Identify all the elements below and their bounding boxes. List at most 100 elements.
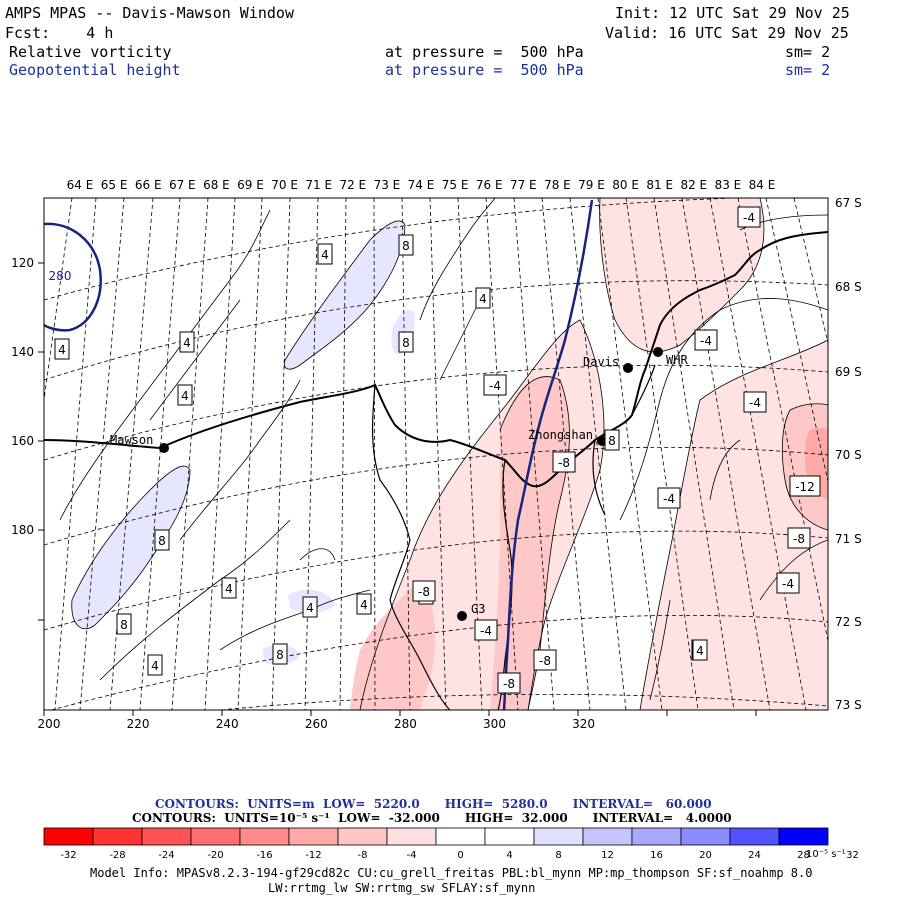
colorbar-label: 0 xyxy=(457,850,463,861)
station-mawson-marker xyxy=(159,443,169,453)
colorbar-label: 16 xyxy=(650,850,663,861)
lon-label: 80 E xyxy=(612,178,639,192)
lon-label: 82 E xyxy=(680,178,707,192)
svg-text:-8: -8 xyxy=(539,654,551,668)
svg-text:4: 4 xyxy=(58,343,66,357)
contour-label: 8 xyxy=(154,529,170,551)
colorbar-segment xyxy=(239,827,290,846)
lon-label: 67 E xyxy=(169,178,196,192)
shade-neg-east xyxy=(640,340,828,710)
contour-label: 8 xyxy=(398,234,414,256)
contour-label: -8 xyxy=(787,527,811,549)
svg-text:4: 4 xyxy=(181,389,189,403)
init-time: Init: 12 UTC Sat 29 Nov 25 xyxy=(615,4,850,22)
colorbar-segment xyxy=(435,827,486,846)
colorbar-segment xyxy=(43,827,94,846)
forecast-hour: Fcst: 4 h xyxy=(5,24,114,42)
x-tick-label: 320 xyxy=(572,717,595,731)
x-tick-label: 220 xyxy=(127,717,150,731)
y-tick-label: 140 xyxy=(11,345,34,359)
y-tick-label: 160 xyxy=(11,434,34,448)
svg-text:4: 4 xyxy=(696,644,704,658)
x-tick-label: 280 xyxy=(394,717,417,731)
colorbar-segment xyxy=(288,827,339,846)
contour-label: -4 xyxy=(776,572,800,594)
svg-text:4: 4 xyxy=(151,659,159,673)
lat-label: 71 S xyxy=(835,532,862,546)
contour-label: -4 xyxy=(737,206,761,228)
longitude-labels: 64 E 65 E 66 E 67 E 68 E 69 E 70 E 71 E 72 E 73 E… xyxy=(67,178,776,192)
svg-text:-12: -12 xyxy=(795,480,815,494)
contour-label: 4 xyxy=(221,577,237,599)
lat-label: 68 S xyxy=(835,280,862,294)
shade-neg-north xyxy=(599,198,764,352)
lon-label: 83 E xyxy=(715,178,742,192)
field2-name: Geopotential height xyxy=(9,61,181,79)
colorbar-label: 32 xyxy=(846,850,859,861)
contour-label: -8 xyxy=(533,649,557,671)
station-mawson-label: Mawson xyxy=(110,433,153,447)
station-whr-marker xyxy=(653,347,663,357)
lon-label: 74 E xyxy=(408,178,435,192)
colorbar-label: -24 xyxy=(158,850,174,861)
field1-name: Relative vorticity xyxy=(9,43,172,61)
contour-label: -4 xyxy=(483,374,507,396)
y-tick-label: 120 xyxy=(11,256,34,270)
svg-text:-4: -4 xyxy=(743,211,755,225)
colorbar-unit: 10⁻⁵ s⁻¹ xyxy=(806,849,846,860)
lon-label: 77 E xyxy=(510,178,537,192)
field1-level: at pressure = 500 hPa xyxy=(385,43,584,61)
colorbar-segment xyxy=(729,827,780,846)
contour-label: -4 xyxy=(474,619,498,641)
contour-label: 280 xyxy=(49,269,72,283)
contour-label: -8 xyxy=(497,672,521,694)
lon-label: 76 E xyxy=(476,178,503,192)
contour-label: 4 xyxy=(147,654,163,676)
lon-label: 79 E xyxy=(578,178,605,192)
colorbar-label: 12 xyxy=(601,850,614,861)
contour-label: 8 xyxy=(272,643,288,665)
svg-text:-8: -8 xyxy=(793,532,805,546)
lon-label: 68 E xyxy=(203,178,230,192)
colorbar-segment xyxy=(337,827,388,846)
coastline-south xyxy=(371,384,451,710)
svg-text:8: 8 xyxy=(608,434,616,448)
lon-label: 81 E xyxy=(646,178,673,192)
colorbar-label: 20 xyxy=(699,850,712,861)
contour-label: -8 xyxy=(412,580,436,602)
map-panel: Mawson Davis WHR Zhongshan G3 4 4 8 8 4 4 8 4 4 4… xyxy=(44,198,828,710)
contour-label: 8 xyxy=(116,613,132,635)
colorbar-label: -4 xyxy=(407,850,417,861)
station-g3-marker xyxy=(457,611,467,621)
field2-level: at pressure = 500 hPa xyxy=(385,61,584,79)
model-info-line1: Model Info: MPASv8.2.3-194-gf29cd82c CU:… xyxy=(90,866,813,880)
vorticity-contour-info: CONTOURS: UNITS=10⁻⁵ s⁻¹ LOW= -32.000 HI… xyxy=(132,811,732,825)
contour-labels: 44884484448484848-4-4-4-4-4-4-8-8-8-12-8… xyxy=(49,206,821,694)
lon-label: 71 E xyxy=(305,178,332,192)
svg-text:-4: -4 xyxy=(663,492,675,506)
colorbar-label: -12 xyxy=(305,850,321,861)
x-tick-label: 260 xyxy=(305,717,328,731)
station-whr-label: WHR xyxy=(666,353,688,367)
contour-label: 4 xyxy=(302,596,318,618)
colorbar-segment xyxy=(631,827,682,846)
shade-pos-west xyxy=(71,466,190,629)
svg-text:8: 8 xyxy=(402,336,410,350)
colorbar-segment xyxy=(680,827,731,846)
axis-ticks xyxy=(38,262,757,716)
coastline xyxy=(44,231,828,488)
colorbar-segment xyxy=(141,827,192,846)
svg-text:4: 4 xyxy=(225,582,233,596)
svg-text:-4: -4 xyxy=(782,577,794,591)
svg-text:-8: -8 xyxy=(558,456,570,470)
colorbar-label: -32 xyxy=(60,850,76,861)
lon-label: 75 E xyxy=(442,178,469,192)
lon-label: 70 E xyxy=(271,178,298,192)
contour-label: -12 xyxy=(789,475,821,497)
svg-text:8: 8 xyxy=(402,239,410,253)
svg-text:8: 8 xyxy=(276,648,284,662)
station-davis-label: Davis xyxy=(583,355,619,369)
svg-text:-4: -4 xyxy=(700,334,712,348)
colorbar-label: -28 xyxy=(109,850,125,861)
